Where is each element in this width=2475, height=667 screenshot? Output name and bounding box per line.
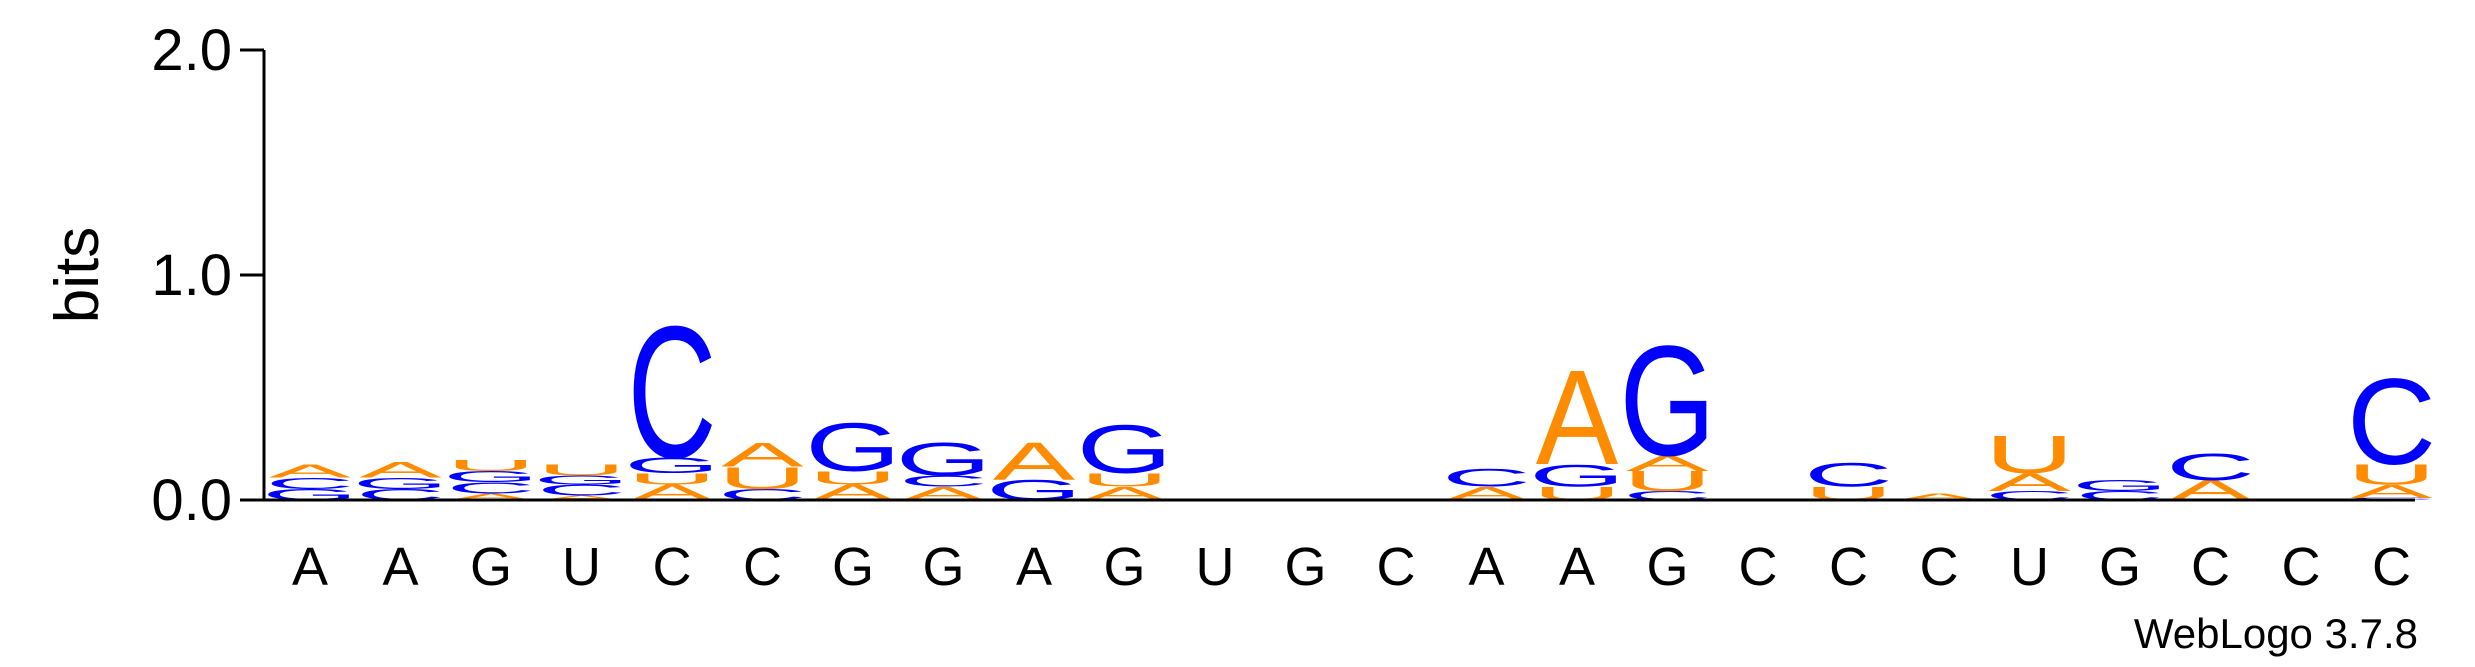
logo-letter-g: G [1076,411,1172,488]
logo-letter-c: C [627,287,716,498]
x-tick-label: C [1920,537,1959,597]
x-tick-label: C [743,537,782,597]
logo-letter-g: G [1529,458,1625,493]
logo-letter-g: G [624,453,720,478]
x-tick-label: G [832,537,874,597]
logo-letter-a: A [450,491,533,502]
y-tick-label: 1.0 [151,243,232,308]
logo-letter-c: C [265,474,354,492]
logo-letter-u: U [808,467,897,488]
logo-letter-a: A [2350,481,2432,502]
x-tick-label: A [1559,537,1595,597]
logo-letter-u: U [1985,425,2074,485]
logo-letter-c: C [1804,456,1893,494]
logo-letter-u: U [1080,469,1169,490]
y-tick-label: 0.0 [151,468,232,533]
logo-letter-c: C [2347,354,2436,490]
x-tick-label: G [1284,537,1326,597]
logo-letter-u: U [446,456,535,474]
x-tick-label: G [922,537,964,597]
x-tick-label: C [1829,537,1868,597]
logo-letter-u: U [537,461,626,479]
logo-letter-a: A [269,460,351,481]
weblogo-credit: WebLogo 3.7.8 [2134,610,2418,657]
x-tick-label: G [2099,537,2141,597]
logo-letter-c: C [1442,464,1531,492]
logo-letter-a: A [1988,468,2071,496]
logo-letter-c: C [446,479,535,497]
logo-letter-u: U [627,470,716,488]
x-tick-label: A [1016,537,1052,597]
x-tick-label: A [382,537,418,597]
x-tick-label: C [653,537,692,597]
logo-letter-g: G [805,409,901,486]
x-tick-label: C [2282,537,2321,597]
logo-letter-c: C [2166,446,2255,488]
x-tick-label: G [470,537,512,597]
y-axis-label: bits [43,227,112,323]
x-tick-label: G [1646,537,1688,597]
x-tick-label: G [1103,537,1145,597]
logo-letter-g: G [2072,477,2168,495]
logo-letter-a: A [721,435,804,473]
logo-letter-g: G [352,474,448,492]
x-tick-label: U [2010,537,2049,597]
logo-letter-c: C [899,472,988,490]
x-tick-label: A [292,537,328,597]
logo-letter-g: G [1619,313,1715,489]
logo-letter-a: A [993,432,1076,492]
logo-letter-u: U [2347,459,2436,491]
x-tick-label: C [2372,537,2411,597]
x-tick-label: C [1377,537,1416,597]
y-tick-label: 2.0 [151,18,232,83]
logo-letter-g: G [533,473,629,487]
x-tick-label: U [1196,537,1235,597]
y-axis-ticks: 0.0 1.0 2.0 [151,18,264,533]
logo-letter-u: U [1623,465,1712,497]
logo-letter-a: A [359,458,441,483]
x-tick-label: C [1739,537,1778,597]
logo-letter-c: C [537,481,626,499]
logo-letter-a: A [540,494,623,501]
logo-letter-u: U [718,461,807,496]
logo-letter-g: G [443,468,539,486]
x-tick-label: U [562,537,601,597]
x-tick-label: C [2191,537,2230,597]
logo-letter-a: A [1626,451,1708,476]
axes [262,50,2415,502]
logo-letter-g: G [895,432,991,485]
logo-letter-a: A [1536,343,1619,493]
logo-letter-a: A [1898,491,1981,502]
x-tick-label: A [1468,537,1504,597]
